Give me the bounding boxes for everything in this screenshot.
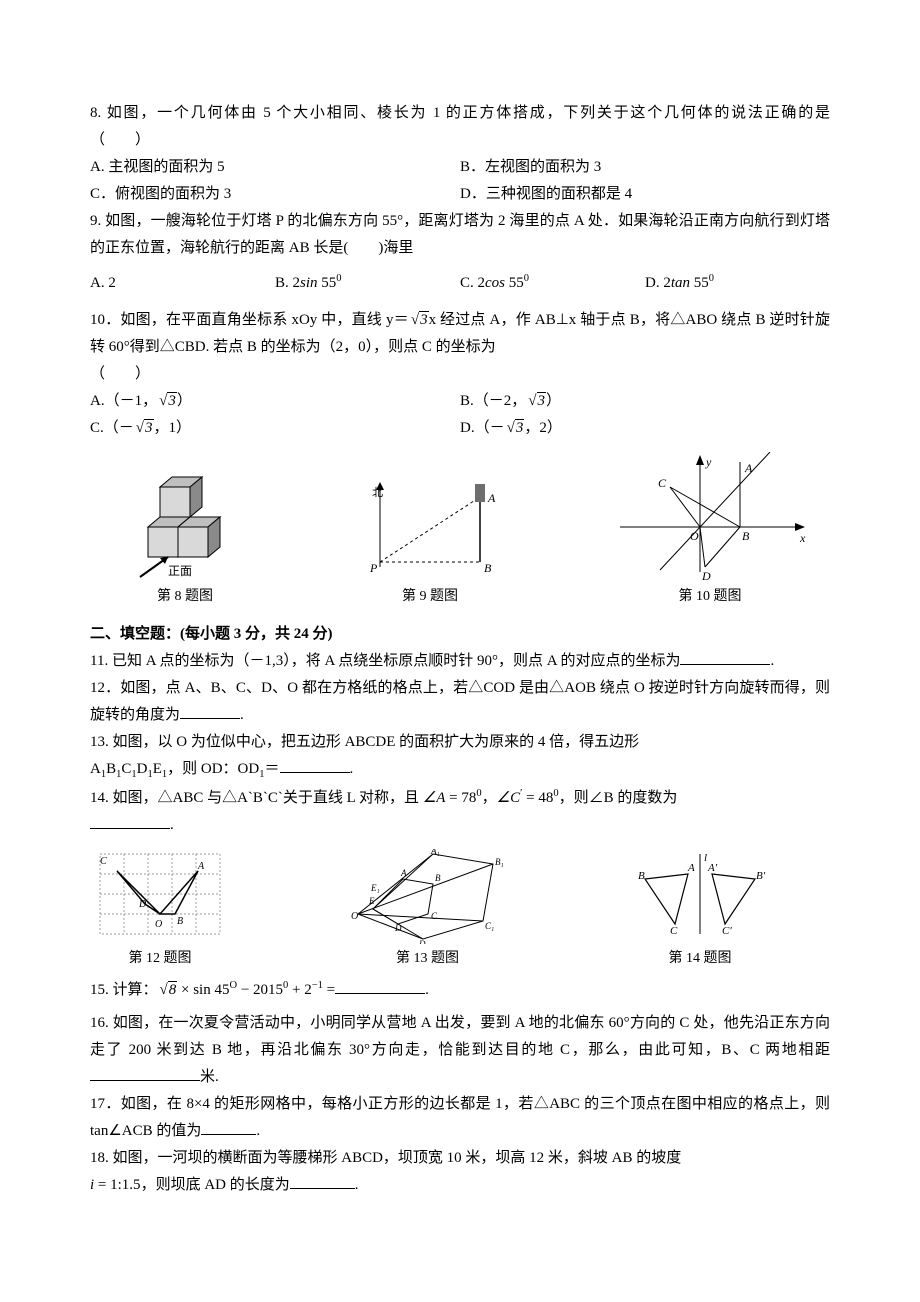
fig-caption-10: 第 10 题图: [679, 584, 742, 609]
q11-stem: 11. 已知 A 点的坐标为（－1,3），将 A 点绕坐标原点顺时针 90°，则…: [90, 653, 680, 669]
q10-opt-d: D.（－3，2）: [460, 415, 830, 442]
svg-text:D: D: [138, 899, 147, 910]
q9-stem: 9. 如图，一艘海轮位于灯塔 P 的北偏东方向 55°，距离灯塔为 2 海里的点…: [90, 208, 830, 262]
q8-opt-b: B．左视图的面积为 3: [460, 154, 830, 181]
fig-caption-13: 第 13 题图: [396, 946, 459, 971]
svg-text:C: C: [431, 911, 438, 921]
q15-pre: 15. 计算：: [90, 982, 158, 998]
svg-text:B: B: [742, 529, 750, 543]
q10-opt-a: A.（－1，3）: [90, 388, 460, 415]
q11-end: .: [770, 653, 774, 669]
svg-text:y: y: [705, 455, 712, 469]
svg-text:A: A: [687, 862, 695, 874]
q10-figure: x y O A B C D 第 10 题图: [610, 452, 810, 609]
q16-unit: 米.: [200, 1069, 219, 1085]
svg-text:B: B: [435, 873, 441, 883]
q10-stem-pre: 10．如图，在平面直角坐标系 xOy 中，直线 y＝: [90, 312, 409, 328]
q18-stem-a: 18. 如图，一河坝的横断面为等腰梯形 ABCD，坝顶宽 10 米，坝高 12 …: [90, 1150, 681, 1166]
svg-text:C′: C′: [722, 925, 732, 937]
svg-text:O: O: [351, 911, 358, 922]
q13-stem-a: 13. 如图，以 O 为位似中心，把五边形 ABCDE 的面积扩大为原来的 4 …: [90, 729, 830, 756]
q16-blank: [90, 1066, 200, 1081]
svg-text:A: A: [197, 861, 205, 872]
q12-blank: [180, 704, 240, 719]
q8-opt-c: C．俯视图的面积为 3: [90, 181, 460, 208]
svg-text:O: O: [155, 919, 162, 930]
q15-blank: [335, 979, 425, 994]
q9-opt-b: B. 2sin 550: [275, 270, 460, 297]
q8-choice-blank: （ ）: [90, 132, 150, 148]
svg-text:A: A: [744, 461, 753, 475]
svg-text:B: B: [484, 561, 492, 575]
q18-end: .: [355, 1177, 359, 1193]
q9-opt-c: C. 2cos 550: [460, 270, 645, 297]
q17-end: .: [256, 1123, 260, 1139]
svg-text:E₁: E₁: [370, 883, 380, 893]
q13-stem-b: A1B1C1D1E1，则 OD：OD1＝.: [90, 756, 830, 785]
svg-text:B: B: [638, 870, 645, 882]
svg-text:D: D: [394, 923, 402, 933]
q11-blank: [680, 650, 770, 665]
q8-stem: 8. 如图，一个几何体由 5 个大小相同、棱长为 1 的正方体搭成，下列关于这个…: [90, 105, 830, 121]
svg-text:北: 北: [372, 486, 383, 499]
q9-figure: 北 A B P 第 9 题图: [350, 472, 510, 609]
svg-text:A: A: [400, 868, 407, 878]
svg-text:l: l: [704, 852, 707, 864]
q12-end: .: [240, 707, 244, 723]
q10-opt-b: B.（－2，3）: [460, 388, 830, 415]
q18-stem-c: ，则坝底 AD 的长度为: [141, 1177, 290, 1193]
q14-blank: [90, 814, 170, 829]
q14-stem-a: 14. 如图，△ABC 与△A`B`C`关于直线 L 对称，且: [90, 790, 423, 806]
svg-text:B: B: [177, 916, 183, 927]
fig-caption-9: 第 9 题图: [402, 584, 458, 609]
q13-figure: O A B C D E A₁ B₁ C₁ D₁ E₁ 第 13 题图: [343, 849, 513, 971]
q17-blank: [201, 1120, 256, 1135]
q16-stem: 16. 如图，在一次夏令营活动中，小明同学从营地 A 出发，要到 A 地的北偏东…: [90, 1015, 830, 1058]
q12-figure: C A D B O 第 12 题图: [95, 849, 225, 971]
q10-blank: （ ）: [90, 361, 830, 388]
svg-text:C: C: [658, 476, 667, 490]
svg-text:D: D: [701, 569, 711, 582]
svg-text:A₁: A₁: [430, 849, 440, 856]
svg-text:A: A: [487, 491, 496, 505]
fig-caption-8: 第 8 题图: [157, 584, 213, 609]
q15-end: .: [425, 982, 429, 998]
q9-opt-d: D. 2tan 550: [645, 270, 830, 297]
svg-text:E: E: [368, 896, 375, 906]
q8-figure: 正面 第 8 题图: [120, 472, 250, 609]
section-2-title: 二、填空题：(每小题 3 分，共 24 分): [90, 621, 830, 648]
svg-text:P: P: [369, 561, 378, 575]
q18-blank: [290, 1174, 355, 1189]
fig-caption-12: 第 12 题图: [129, 946, 192, 971]
svg-text:C: C: [100, 856, 107, 867]
svg-text:D₁: D₁: [418, 939, 429, 944]
svg-text:C₁: C₁: [485, 921, 494, 931]
svg-text:A′: A′: [707, 862, 718, 874]
q14-stem-b: ，则∠B 的度数为: [559, 790, 678, 806]
q14-end: .: [170, 817, 174, 833]
q14-figure: l B A C A′ B′ C′ 第 14 题图: [630, 849, 770, 971]
svg-text:x: x: [799, 531, 806, 545]
sqrt-icon: 3: [409, 307, 429, 334]
svg-text:C: C: [670, 925, 678, 937]
q9-opt-a: A. 2: [90, 270, 275, 297]
fig-caption-14: 第 14 题图: [669, 946, 732, 971]
q10-opt-c: C.（－3，1）: [90, 415, 460, 442]
q8-opt-a: A. 主视图的面积为 5: [90, 154, 460, 181]
q8-opt-d: D．三种视图的面积都是 4: [460, 181, 830, 208]
svg-text:B′: B′: [756, 870, 766, 882]
q13-blank: [280, 758, 350, 773]
svg-text:B₁: B₁: [495, 857, 504, 867]
svg-text:正面: 正面: [168, 564, 192, 578]
